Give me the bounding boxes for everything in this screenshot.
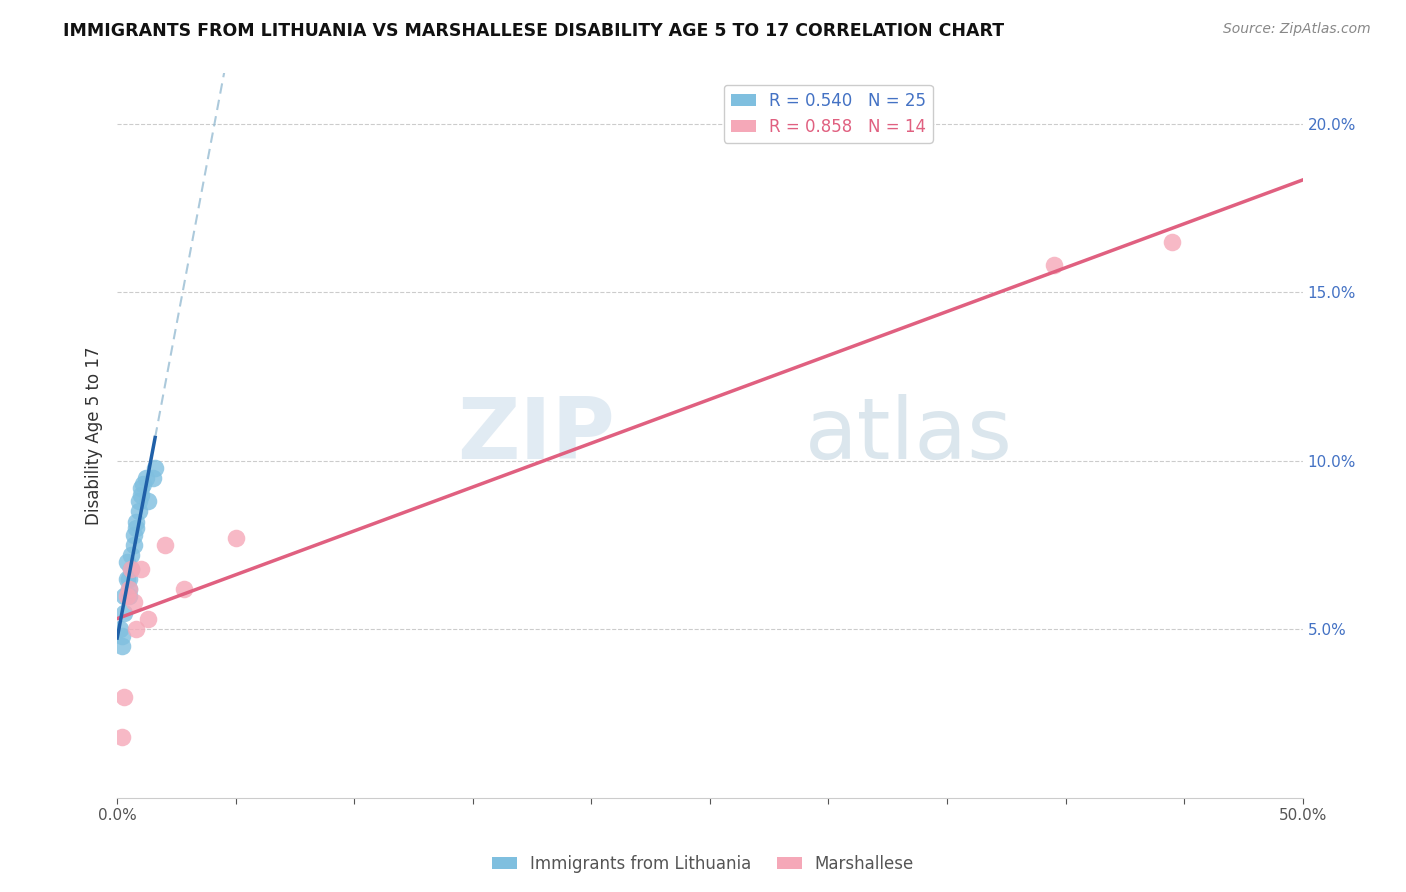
Point bbox=[120, 562, 142, 576]
Point bbox=[129, 562, 152, 576]
Point bbox=[118, 572, 141, 586]
Point bbox=[129, 481, 152, 495]
Text: Source: ZipAtlas.com: Source: ZipAtlas.com bbox=[1223, 22, 1371, 37]
Point bbox=[115, 555, 138, 569]
Point bbox=[118, 582, 141, 596]
Text: atlas: atlas bbox=[804, 394, 1012, 477]
Point bbox=[115, 589, 138, 603]
Point bbox=[129, 487, 152, 501]
Point bbox=[173, 582, 195, 596]
Point bbox=[122, 595, 145, 609]
Point bbox=[153, 538, 176, 552]
Point bbox=[135, 471, 157, 485]
Point bbox=[136, 494, 159, 508]
Point bbox=[112, 589, 135, 603]
Point bbox=[122, 538, 145, 552]
Point bbox=[108, 623, 131, 637]
Point bbox=[111, 629, 134, 643]
Point bbox=[225, 532, 247, 546]
Text: ZIP: ZIP bbox=[457, 394, 614, 477]
Point bbox=[118, 582, 141, 596]
Point bbox=[120, 548, 142, 562]
Point bbox=[125, 623, 148, 637]
Point bbox=[112, 606, 135, 620]
Point bbox=[122, 528, 145, 542]
Point bbox=[128, 494, 150, 508]
Point bbox=[111, 731, 134, 745]
Legend: R = 0.540   N = 25, R = 0.858   N = 14: R = 0.540 N = 25, R = 0.858 N = 14 bbox=[724, 85, 932, 143]
Legend: Immigrants from Lithuania, Marshallese: Immigrants from Lithuania, Marshallese bbox=[485, 848, 921, 880]
Point bbox=[125, 515, 148, 529]
Point bbox=[120, 562, 142, 576]
Point bbox=[132, 477, 155, 491]
Point bbox=[125, 521, 148, 535]
Text: IMMIGRANTS FROM LITHUANIA VS MARSHALLESE DISABILITY AGE 5 TO 17 CORRELATION CHAR: IMMIGRANTS FROM LITHUANIA VS MARSHALLESE… bbox=[63, 22, 1004, 40]
Point bbox=[115, 572, 138, 586]
Point bbox=[128, 504, 150, 518]
Point bbox=[136, 612, 159, 626]
Y-axis label: Disability Age 5 to 17: Disability Age 5 to 17 bbox=[86, 346, 103, 524]
Point bbox=[118, 589, 141, 603]
Point bbox=[143, 460, 166, 475]
Point bbox=[142, 471, 165, 485]
Point bbox=[111, 640, 134, 654]
Point bbox=[1161, 235, 1184, 249]
Point bbox=[112, 690, 135, 704]
Point bbox=[1042, 258, 1064, 272]
